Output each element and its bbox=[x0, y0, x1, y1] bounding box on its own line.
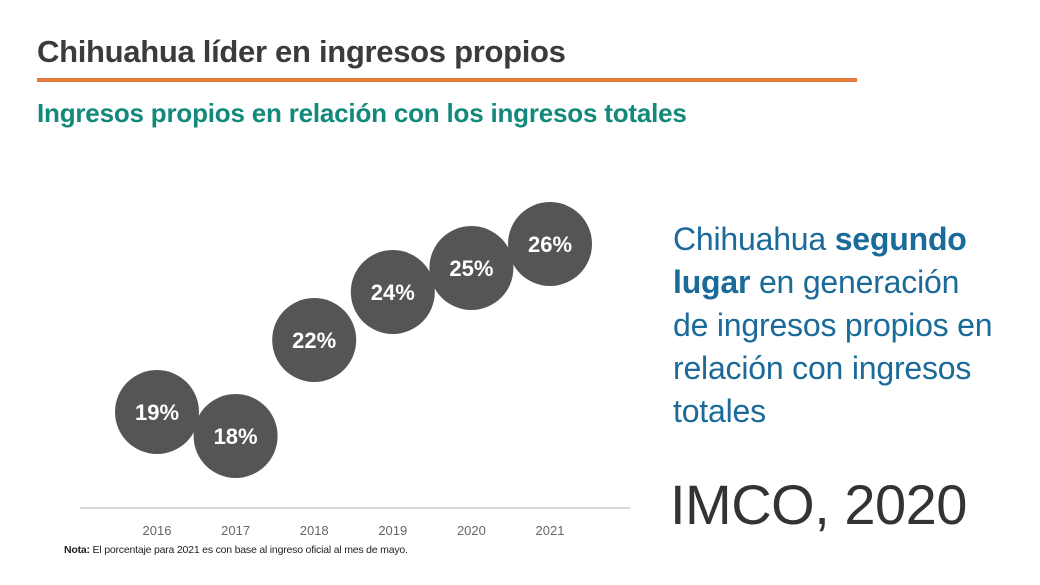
x-tick-label: 2016 bbox=[143, 523, 172, 538]
callout-line: totales bbox=[673, 390, 992, 433]
bubble-2019 bbox=[350, 250, 435, 334]
x-tick-label: 2018 bbox=[300, 523, 329, 538]
page-title: Chihuahua líder en ingresos propios bbox=[37, 34, 566, 69]
callout-text-normal: en generación bbox=[750, 264, 960, 300]
callout-text-normal: Chihuahua bbox=[673, 221, 835, 257]
chart-subtitle: Ingresos propios en relación con los ing… bbox=[37, 98, 687, 128]
x-tick-label: 2020 bbox=[457, 523, 486, 538]
callout-line: de ingresos propios en bbox=[673, 304, 993, 347]
callout-line: relación con ingresos bbox=[673, 347, 992, 390]
callout-text-normal: relación con ingresos bbox=[673, 350, 972, 386]
callout-text: Chihuahua segundo lugar en generación de… bbox=[673, 218, 993, 433]
data-label: 18% bbox=[214, 424, 258, 449]
bubble-2020 bbox=[429, 226, 514, 310]
x-tick-label: 2021 bbox=[536, 523, 565, 538]
footnote-text: El porcentaje para 2021 es con base al i… bbox=[89, 544, 408, 556]
footnote: Nota: El porcentaje para 2021 es con bas… bbox=[64, 544, 408, 556]
callout-text-bold: segundo bbox=[834, 221, 967, 257]
callout-line: Chihuahua segundo bbox=[673, 218, 992, 261]
data-label: 26% bbox=[528, 232, 572, 257]
title-underline bbox=[37, 78, 857, 82]
callout-text-bold: lugar bbox=[673, 264, 751, 300]
bubble-2018 bbox=[272, 298, 357, 382]
bubble-2016 bbox=[115, 370, 199, 454]
callout-text-normal: de ingresos propios en bbox=[673, 307, 993, 343]
callout-line: lugar en generación bbox=[673, 261, 992, 304]
source-label: IMCO, 2020 bbox=[670, 473, 967, 536]
callout-text-normal: totales bbox=[673, 393, 766, 429]
bubble-2017 bbox=[193, 394, 278, 478]
data-label: 19% bbox=[135, 400, 179, 425]
data-label: 25% bbox=[449, 256, 493, 281]
data-label: 24% bbox=[371, 280, 415, 305]
data-label: 22% bbox=[292, 328, 336, 353]
x-tick-label: 2017 bbox=[221, 523, 250, 538]
x-tick-label: 2019 bbox=[378, 523, 407, 538]
bubble-2021 bbox=[508, 202, 592, 286]
footnote-label: Nota: bbox=[64, 544, 90, 556]
